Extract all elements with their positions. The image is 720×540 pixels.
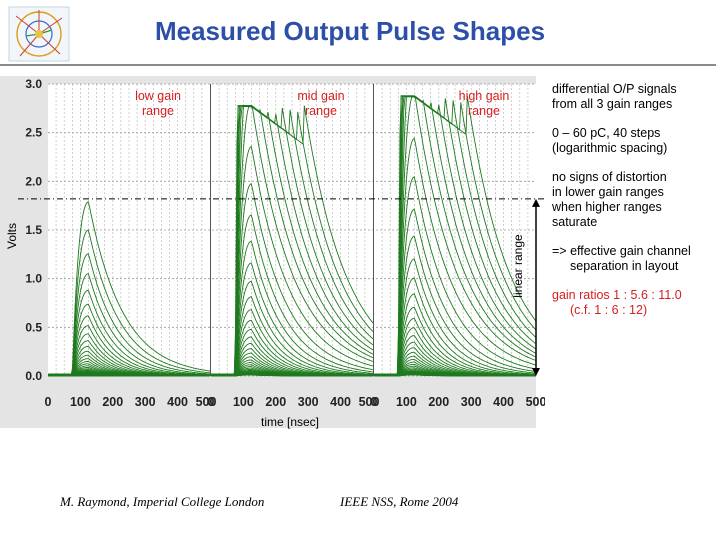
pulse-curve [48, 229, 211, 377]
page-title: Measured Output Pulse Shapes [154, 16, 546, 46]
note-steps: 0 – 60 pC, 40 steps (logarithmic spacing… [552, 126, 718, 156]
pulse-curve [48, 303, 210, 376]
panel-range-label: range [468, 104, 500, 118]
pulse-curve [211, 106, 374, 377]
x-tick-label: 300 [298, 395, 319, 409]
note-gain-ratios-line-1: gain ratios 1 : 5.6 : 11.0 [552, 288, 682, 302]
note-outputs-line-1: differential O/P signals [552, 82, 677, 96]
note-distortion: no signs of distortion in lower gain ran… [552, 170, 718, 230]
x-tick-label: 500 [359, 395, 380, 409]
note-distortion-line-2: in lower gain ranges [552, 185, 664, 199]
linear-range-arrowhead-top [532, 198, 540, 207]
pulse-curve [374, 95, 537, 376]
pulse-curve [374, 96, 537, 376]
pulse-curve [374, 95, 537, 376]
pulse-curve [211, 106, 374, 376]
pulse-curve [374, 258, 536, 376]
x-tick-label: 200 [265, 395, 286, 409]
pulse-curve [211, 105, 374, 377]
x-tick-label: 400 [330, 395, 351, 409]
pulse-curve [211, 240, 374, 375]
x-tick-label: 100 [396, 395, 417, 409]
y-tick-label: 1.0 [25, 272, 42, 286]
x-tick-label: 100 [233, 395, 254, 409]
note-steps-line-1: 0 – 60 pC, 40 steps [552, 126, 661, 140]
pulse-curve [211, 145, 374, 375]
y-tick-label: 2.5 [25, 126, 42, 140]
note-distortion-line-3: when higher ranges [552, 200, 662, 214]
title-divider [0, 64, 716, 66]
x-axis-label: time [nsec] [261, 415, 319, 429]
pulse-curve [374, 235, 537, 375]
x-tick-label: 100 [70, 395, 91, 409]
pulse-curve [48, 273, 210, 376]
pulse-curve [211, 214, 374, 377]
pulse-curve [211, 309, 373, 376]
panel-range-label: mid gain [297, 89, 344, 103]
pulse-curve [374, 306, 536, 376]
x-tick-label: 400 [493, 395, 514, 409]
x-tick-label: 0 [45, 395, 52, 409]
x-tick-label: 300 [461, 395, 482, 409]
x-tick-label: 400 [167, 395, 188, 409]
pulse-curve [374, 293, 537, 376]
x-tick-label: 300 [135, 395, 156, 409]
pulse-curve [374, 137, 537, 375]
note-outputs-line-2: from all 3 gain ranges [552, 97, 673, 111]
y-tick-label: 2.0 [25, 174, 42, 188]
note-steps-line-2: (logarithmic spacing) [552, 141, 668, 155]
panel-range-label: high gain [459, 89, 510, 103]
note-outputs: differential O/P signals from all 3 gain… [552, 82, 718, 112]
x-tick-label: 0 [371, 395, 378, 409]
pulse-curve [211, 262, 374, 376]
note-separation-line-2: separation in layout [570, 259, 679, 273]
pulse-curve [48, 253, 211, 375]
note-gain-ratios: gain ratios 1 : 5.6 : 11.0 (c.f. 1 : 6 :… [552, 288, 718, 318]
note-separation-line-1: => effective gain channel [552, 244, 691, 258]
footer-author: M. Raymond, Imperial College London [60, 494, 265, 509]
linear-range-arrowhead-bottom [532, 368, 540, 376]
y-tick-label: 3.0 [25, 77, 42, 91]
pulse-shape-chart: 0.0 0.5 1.0 1.5 2.0 2.5 3.0 Volts 0 100 200 300 400 5… [0, 76, 545, 429]
panel-range-label: range [142, 104, 174, 118]
note-distortion-line-4: saturate [552, 215, 598, 229]
pulse-curve [211, 296, 373, 376]
pulse-curve [374, 277, 537, 377]
footer-conference: IEEE NSS, Rome 2004 [340, 494, 459, 509]
note-distortion-line-1: no signs of distortion [552, 170, 667, 184]
cms-logo [8, 6, 70, 62]
x-tick-label: 0 [208, 395, 215, 409]
pulse-curve [48, 289, 210, 377]
note-gain-ratios-line-2: (c.f. 1 : 6 : 12) [570, 303, 648, 317]
pulse-curve [374, 96, 537, 375]
pulse-curve [48, 315, 210, 377]
pulse-curve [374, 96, 537, 377]
y-tick-label: 0.0 [25, 369, 42, 383]
y-tick-label: 1.5 [25, 223, 42, 237]
x-tick-label: 500 [196, 395, 217, 409]
y-tick-label: 0.5 [25, 320, 42, 334]
panel-range-label: low gain [135, 89, 181, 103]
pulse-curve [211, 280, 374, 377]
panel-range-label: range [305, 104, 337, 118]
y-axis-label: Volts [5, 223, 19, 249]
pulse-curve [211, 104, 374, 376]
pulse-curve [374, 96, 537, 377]
x-tick-label: 200 [428, 395, 449, 409]
pulse-curve [374, 176, 537, 376]
pulse-curve [48, 201, 211, 376]
pulse-curve [374, 208, 537, 377]
linear-range-label: linear range [511, 234, 525, 298]
note-separation: => effective gain channel separation in … [552, 244, 718, 274]
pulse-curve [211, 182, 374, 376]
x-tick-label: 200 [102, 395, 123, 409]
x-tick-label: 500 [526, 395, 545, 409]
pulse-curve [211, 105, 374, 375]
notes-panel: differential O/P signals from all 3 gain… [552, 82, 718, 332]
pulse-curve [211, 105, 374, 376]
